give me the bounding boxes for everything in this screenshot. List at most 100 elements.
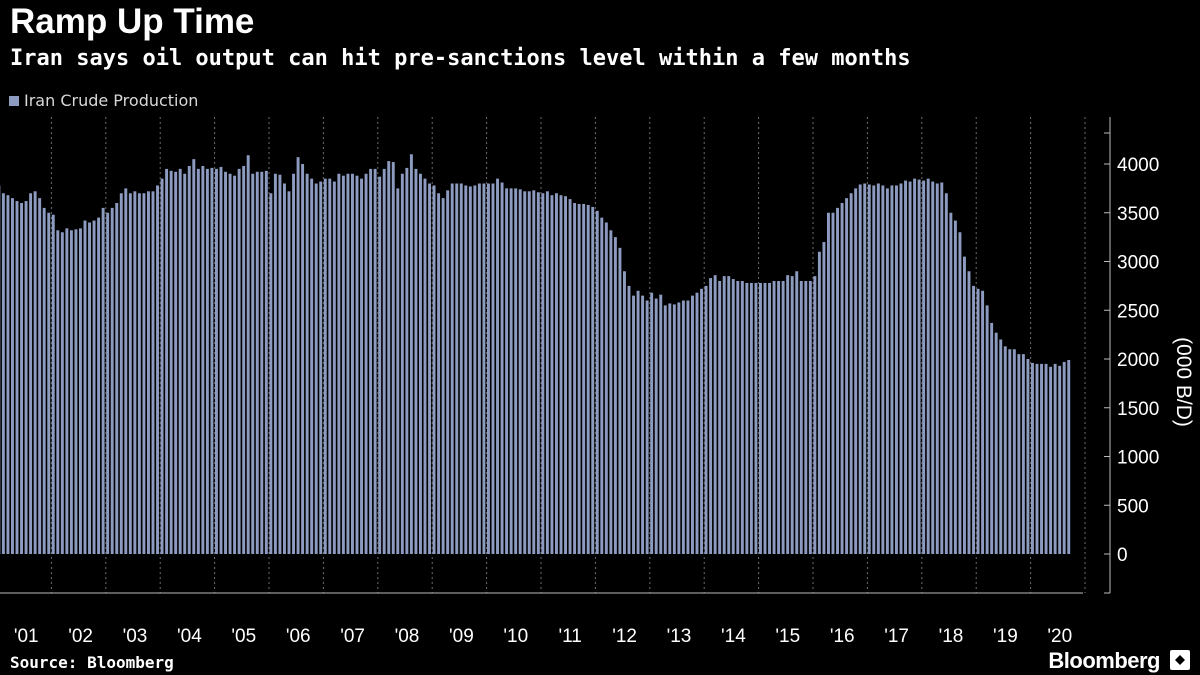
production-bar <box>500 182 504 554</box>
production-bar <box>704 285 708 555</box>
production-bar <box>564 196 567 554</box>
production-bar <box>260 171 264 555</box>
x-tick-label: '04 <box>177 626 202 647</box>
production-bar <box>786 275 790 554</box>
x-tick-label: '18 <box>939 626 964 647</box>
production-bar <box>740 281 744 554</box>
brand-logo: Bloomberg <box>1048 648 1160 673</box>
production-bar <box>305 173 309 554</box>
production-bar <box>586 204 590 554</box>
production-bar <box>183 173 187 554</box>
production-bar <box>686 300 690 554</box>
production-bar <box>468 186 472 554</box>
production-bar <box>482 183 486 554</box>
production-bar <box>817 251 821 554</box>
production-bar <box>799 281 803 554</box>
production-bar <box>106 212 110 554</box>
production-bar <box>559 195 563 554</box>
production-bar <box>623 271 626 554</box>
production-bar <box>527 191 531 555</box>
production-bar <box>963 256 966 555</box>
production-bar <box>858 184 862 555</box>
production-bar <box>378 176 382 554</box>
production-bar <box>577 203 581 555</box>
production-bar <box>718 281 722 554</box>
production-bar <box>423 178 427 555</box>
production-bar <box>351 173 354 554</box>
production-bar <box>369 168 373 555</box>
production-bar <box>636 290 640 554</box>
y-tick-label: 3500 <box>1117 204 1159 225</box>
production-bar <box>196 168 200 555</box>
production-bar <box>20 203 23 554</box>
production-bar <box>731 279 735 554</box>
production-bar <box>178 168 182 555</box>
production-bar <box>650 292 654 554</box>
brand-terminal-icon <box>1170 650 1190 670</box>
x-tick-label: '11 <box>559 626 582 647</box>
y-tick-label: 500 <box>1117 496 1149 517</box>
x-tick-label: '07 <box>340 626 365 647</box>
production-bar <box>1044 363 1048 555</box>
production-bar <box>641 295 645 555</box>
production-bar <box>863 183 867 554</box>
x-tick-label: '06 <box>286 626 311 647</box>
production-bar <box>604 222 608 554</box>
production-bar <box>545 191 549 555</box>
production-bar <box>137 193 141 554</box>
production-bar <box>845 198 849 555</box>
chart-subtitle: Iran says oil output can hit pre-sanctio… <box>10 46 911 71</box>
production-bar <box>437 193 441 554</box>
production-bar <box>523 191 527 555</box>
production-bar <box>668 303 672 554</box>
y-tick-label: 2500 <box>1117 301 1159 322</box>
production-bar <box>405 167 409 554</box>
production-bar <box>323 178 327 555</box>
production-bar <box>319 181 323 555</box>
production-bar <box>722 276 726 555</box>
production-bar <box>446 190 450 554</box>
production-bar <box>813 276 817 555</box>
production-bar <box>840 203 844 554</box>
production-bar <box>11 198 14 555</box>
production-bar <box>935 183 939 554</box>
production-bar <box>373 168 377 555</box>
production-bar <box>1062 361 1066 554</box>
production-bar <box>292 173 295 554</box>
production-bar <box>92 220 96 555</box>
x-tick-label: '20 <box>1047 626 1072 647</box>
production-bar <box>854 188 858 555</box>
production-bar <box>885 188 889 555</box>
production-bar <box>6 195 10 554</box>
production-bar <box>477 183 481 554</box>
production-bar <box>917 179 921 554</box>
x-tick-label: '16 <box>830 626 855 647</box>
chart-title: Ramp Up Time <box>10 2 255 41</box>
x-tick-label: '14 <box>721 626 746 647</box>
production-bar <box>201 165 205 554</box>
production-bar <box>242 165 246 554</box>
production-bar <box>904 180 907 554</box>
production-bar <box>255 171 259 555</box>
production-bar <box>205 168 209 555</box>
production-bar <box>790 276 794 555</box>
x-tick-label: '10 <box>503 626 528 647</box>
production-bar <box>273 173 277 554</box>
x-tick-label: '01 <box>14 626 39 647</box>
production-bar <box>215 168 218 555</box>
production-bar <box>691 295 694 555</box>
production-bar <box>908 181 912 555</box>
production-bar <box>836 207 839 555</box>
production-bar <box>115 203 119 554</box>
production-bar <box>509 188 513 555</box>
production-bar <box>119 193 123 554</box>
production-bar <box>1031 362 1034 554</box>
production-bar <box>518 189 522 554</box>
production-bar <box>42 207 46 555</box>
production-bar <box>822 242 826 554</box>
x-tick-label: '05 <box>231 626 256 647</box>
x-tick-label: '12 <box>612 626 637 647</box>
production-bar <box>772 281 776 554</box>
production-bar <box>337 173 341 554</box>
